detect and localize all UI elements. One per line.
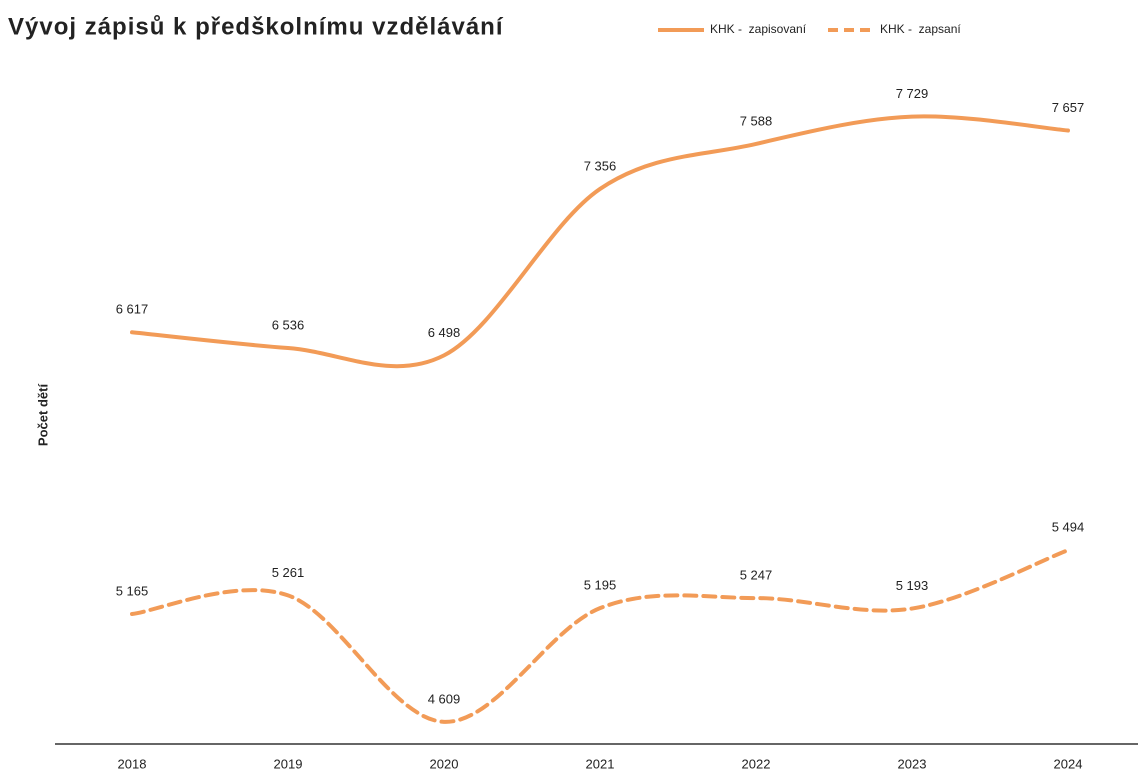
data-label: 7 657 <box>1052 100 1085 115</box>
legend-label: KHK - zapsaní <box>880 22 961 36</box>
data-label: 6 498 <box>428 325 461 340</box>
chart-title: Vývoj zápisů k předškolnímu vzdělávání <box>8 13 504 40</box>
x-tick-label: 2023 <box>898 756 927 771</box>
y-axis-label: Počet dětí <box>35 384 50 447</box>
x-tick-label: 2021 <box>586 756 615 771</box>
data-label: 5 247 <box>740 568 773 583</box>
x-tick-label: 2019 <box>274 756 303 771</box>
x-tick-label: 2018 <box>118 756 147 771</box>
data-label: 4 609 <box>428 691 461 706</box>
data-label: 5 261 <box>272 565 305 580</box>
data-label: 5 494 <box>1052 520 1085 535</box>
data-label: 6 617 <box>116 302 149 317</box>
data-label: 5 193 <box>896 578 929 593</box>
series-line <box>130 548 1070 724</box>
x-tick-label: 2024 <box>1054 756 1083 771</box>
series-line <box>130 114 1070 369</box>
data-label: 7 588 <box>740 113 773 128</box>
data-label: 7 356 <box>584 158 617 173</box>
data-label: 5 195 <box>584 578 617 593</box>
data-label: 5 165 <box>116 583 149 598</box>
data-label: 7 729 <box>896 86 929 101</box>
x-tick-label: 2022 <box>742 756 771 771</box>
data-label: 6 536 <box>272 317 305 332</box>
x-tick-label: 2020 <box>430 756 459 771</box>
legend-label: KHK - zapisovaní <box>710 22 807 36</box>
